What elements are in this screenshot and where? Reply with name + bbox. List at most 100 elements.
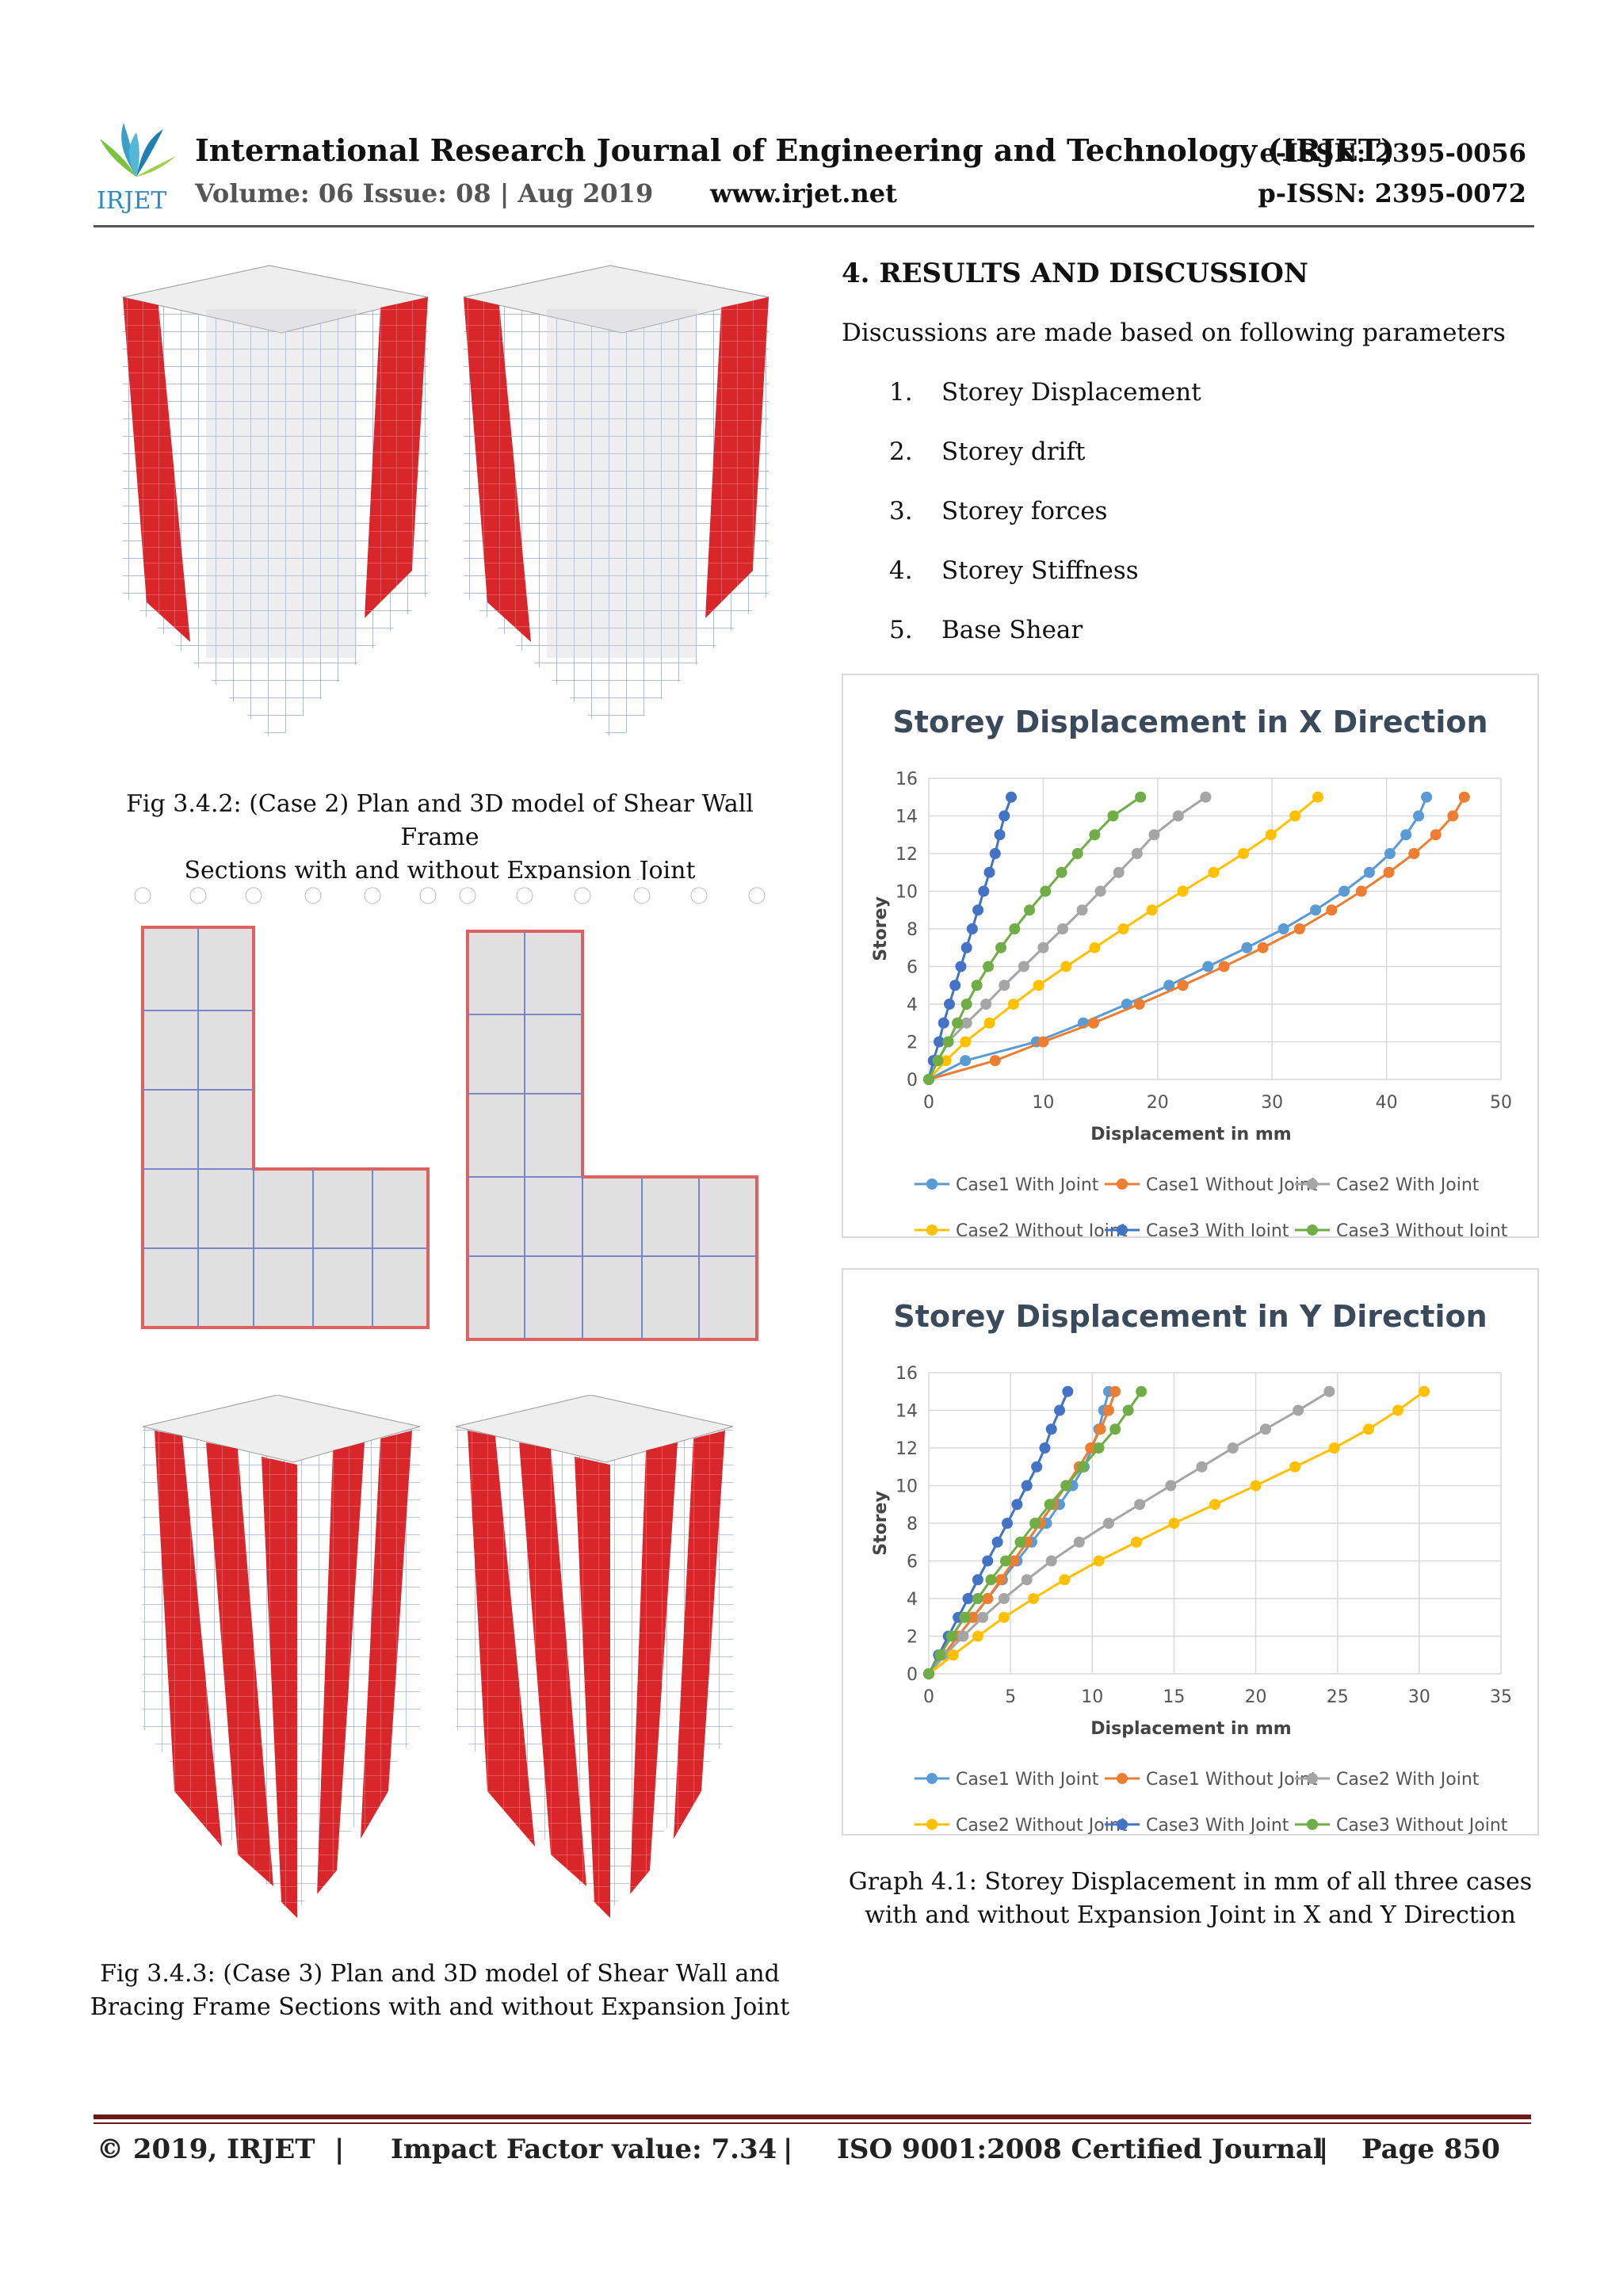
data-point <box>947 1649 959 1661</box>
data-point <box>1021 1480 1033 1492</box>
data-point <box>967 1611 979 1623</box>
parameter-item: 2. Storey drift <box>889 437 1086 466</box>
data-point <box>1093 1442 1105 1454</box>
data-point <box>1117 923 1129 934</box>
logo-leaves-icon <box>100 123 176 177</box>
data-point <box>1430 829 1442 841</box>
data-point <box>1177 980 1189 991</box>
data-point <box>1037 942 1049 953</box>
data-point <box>1326 904 1338 916</box>
legend-label: Case2 With Joint <box>1336 1175 1480 1195</box>
data-point <box>1009 923 1021 934</box>
data-point <box>982 1555 994 1567</box>
series-line <box>928 797 1428 1081</box>
data-point <box>1033 980 1044 991</box>
x-tick-label: 35 <box>1490 1687 1512 1707</box>
data-point <box>960 1017 972 1029</box>
y-tick-label: 2 <box>907 1628 918 1648</box>
data-point <box>1227 1442 1239 1454</box>
graph41-caption-line1: Graph 4.1: Storey Displacement in mm of … <box>848 1868 1533 1896</box>
footer-iso: ISO 9001:2008 Certified Journal <box>837 2134 1323 2165</box>
plan-without-joint <box>459 887 766 1341</box>
fig343-caption: Fig 3.4.3: (Case 3) Plan and 3D model of… <box>87 1958 792 2024</box>
fig342-caption: Fig 3.4.2: (Case 2) Plan and 3D model of… <box>87 788 792 888</box>
building-3d-bracing-without-joint <box>455 1394 734 1918</box>
y-tick-label: 6 <box>907 958 918 978</box>
data-point <box>1289 1461 1301 1473</box>
data-point <box>1209 1499 1220 1511</box>
data-point <box>934 1649 946 1661</box>
parameter-item: 5. Base Shear <box>889 616 1083 644</box>
data-point <box>978 885 990 897</box>
data-point <box>1338 885 1350 897</box>
legend-label: Case3 With Joint <box>1146 1816 1289 1834</box>
data-point <box>1040 885 1052 897</box>
data-point <box>1323 1385 1335 1397</box>
data-point <box>1134 1499 1146 1511</box>
data-point <box>949 980 961 991</box>
data-point <box>959 1611 971 1623</box>
building-3d-without-joint <box>463 265 769 737</box>
data-point <box>1037 1036 1049 1048</box>
data-point <box>933 1036 945 1048</box>
data-point <box>1250 1480 1262 1492</box>
data-point <box>991 1536 1003 1548</box>
footer-separator: | <box>334 2134 345 2165</box>
data-point <box>1089 829 1101 841</box>
data-point <box>1259 1423 1271 1435</box>
data-point <box>1024 904 1036 916</box>
plan-with-joint <box>134 887 437 1329</box>
data-point <box>989 1055 1001 1067</box>
data-point <box>1093 1555 1105 1567</box>
legend-label: Case1 Without Joint <box>1146 1770 1318 1790</box>
x-tick-label: 50 <box>1490 1093 1512 1113</box>
parameter-item: 4. Storey Stiffness <box>889 556 1139 585</box>
x-tick-label: 30 <box>1261 1093 1283 1113</box>
footer-rule-thick <box>94 2115 1531 2119</box>
website-link[interactable]: www.irjet.net <box>710 178 897 208</box>
irjet-logo: IRJET <box>94 115 179 215</box>
data-point <box>1168 1518 1180 1529</box>
data-point <box>1146 904 1158 916</box>
data-point <box>1133 999 1145 1010</box>
data-point <box>1208 866 1220 878</box>
series-line <box>928 1390 1425 1675</box>
data-point <box>942 1036 954 1048</box>
data-point <box>960 942 972 953</box>
parameter-item: 3. Storey forces <box>889 497 1108 525</box>
data-point <box>985 1574 997 1586</box>
data-point <box>962 1593 974 1604</box>
x-tick-label: 20 <box>1245 1687 1267 1707</box>
y-tick-label: 14 <box>896 1402 918 1422</box>
data-point <box>1362 1423 1374 1435</box>
data-point <box>983 961 995 972</box>
data-point <box>938 1017 949 1029</box>
legend-marker <box>1307 1179 1318 1190</box>
x-tick-label: 5 <box>1005 1687 1016 1707</box>
data-point <box>1293 923 1305 934</box>
data-point <box>983 1017 995 1029</box>
y-axis-label: Storey <box>871 896 891 961</box>
data-point <box>1130 1536 1142 1548</box>
fig342-caption-line1: Fig 3.4.2: (Case 2) Plan and 3D model of… <box>126 790 754 851</box>
data-point <box>1419 1385 1430 1397</box>
data-point <box>971 980 983 991</box>
footer-separator: | <box>1319 2134 1329 2165</box>
data-point <box>1413 810 1425 822</box>
series-line <box>927 1391 1117 1675</box>
legend-label: Case2 With Joint <box>1336 1770 1480 1790</box>
y-tick-label: 8 <box>907 1515 918 1534</box>
data-point <box>1163 980 1175 991</box>
legend-label: Case3 Without Joint <box>1336 1816 1508 1834</box>
data-point <box>1177 885 1189 897</box>
case3-plan-images <box>111 880 792 1355</box>
y-tick-label: 10 <box>896 1477 918 1497</box>
x-tick-label: 0 <box>923 1093 934 1113</box>
data-point <box>1293 1404 1304 1416</box>
data-point <box>1421 791 1433 803</box>
series-line <box>928 796 1466 1081</box>
data-point <box>1447 810 1459 822</box>
chart-x-direction: Storey Displacement in X Direction 0 2 4 6 8 1… <box>842 674 1539 1241</box>
series-line <box>927 1390 1143 1675</box>
parameter-item: 1. Storey Displacement <box>889 378 1201 407</box>
